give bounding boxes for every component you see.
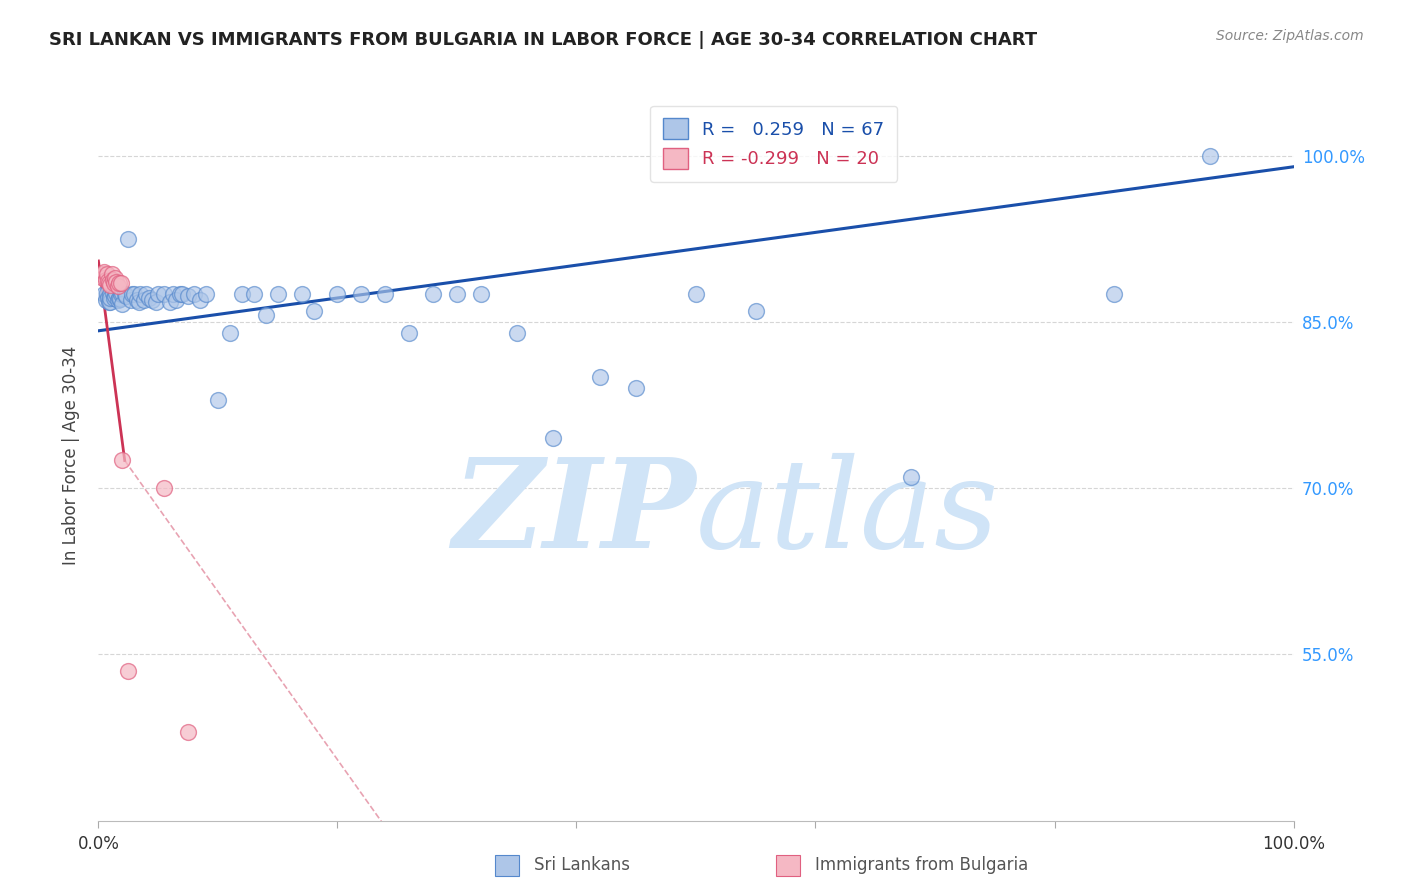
Point	[117, 664, 139, 678]
Point	[94, 273, 117, 287]
Point	[135, 287, 157, 301]
Point	[219, 326, 242, 340]
Point	[101, 273, 124, 287]
Point	[107, 276, 129, 290]
Point	[195, 287, 218, 301]
Text: Source: ZipAtlas.com: Source: ZipAtlas.com	[1216, 29, 1364, 43]
Point	[93, 287, 115, 301]
Point	[374, 287, 396, 301]
Point	[148, 287, 170, 301]
Point	[589, 370, 612, 384]
Point	[117, 232, 139, 246]
Point	[104, 270, 127, 285]
Point	[97, 291, 120, 305]
Point	[103, 291, 125, 305]
Point	[105, 275, 128, 289]
Point	[96, 267, 118, 281]
Text: Immigrants from Bulgaria: Immigrants from Bulgaria	[815, 856, 1029, 874]
Point	[243, 287, 266, 301]
Point	[128, 295, 150, 310]
Point	[470, 287, 492, 301]
Text: ZIP: ZIP	[453, 452, 696, 574]
Point	[98, 295, 121, 310]
Point	[302, 303, 325, 318]
Text: atlas: atlas	[696, 452, 1000, 574]
Point	[104, 289, 127, 303]
Point	[97, 274, 120, 288]
Point	[94, 293, 117, 307]
Point	[124, 287, 146, 301]
Point	[105, 286, 128, 301]
Point	[1104, 287, 1126, 301]
Point	[111, 286, 134, 301]
Point	[169, 287, 191, 301]
Point	[98, 291, 122, 305]
Point	[900, 470, 922, 484]
Point	[446, 287, 468, 301]
Point	[138, 291, 160, 305]
Point	[114, 287, 136, 301]
Point	[162, 287, 184, 301]
Point	[108, 292, 131, 306]
Point	[91, 267, 114, 281]
Point	[207, 392, 229, 407]
Point	[145, 295, 167, 310]
Point	[110, 287, 132, 301]
Point	[165, 293, 187, 307]
Point	[93, 265, 115, 279]
Point	[177, 725, 200, 739]
Point	[506, 326, 529, 340]
Point	[231, 287, 253, 301]
Point	[183, 287, 205, 301]
Point	[107, 279, 129, 293]
Y-axis label: In Labor Force | Age 30-34: In Labor Force | Age 30-34	[62, 345, 80, 565]
Point	[98, 278, 122, 293]
Point	[541, 431, 564, 445]
Text: SRI LANKAN VS IMMIGRANTS FROM BULGARIA IN LABOR FORCE | AGE 30-34 CORRELATION CH: SRI LANKAN VS IMMIGRANTS FROM BULGARIA I…	[49, 31, 1038, 49]
Point	[685, 287, 707, 301]
Point	[398, 326, 420, 340]
Point	[111, 453, 134, 467]
Point	[153, 287, 176, 301]
Point	[100, 267, 122, 281]
Point	[626, 381, 648, 395]
Point	[159, 295, 181, 310]
Legend: R =   0.259   N = 67, R = -0.299   N = 20: R = 0.259 N = 67, R = -0.299 N = 20	[650, 105, 897, 182]
Point	[422, 287, 444, 301]
Point	[115, 289, 138, 303]
Point	[110, 276, 132, 290]
Point	[91, 270, 114, 285]
Point	[103, 276, 125, 290]
Point	[129, 287, 152, 301]
Point	[291, 287, 314, 301]
Point	[98, 287, 122, 301]
Point	[120, 293, 142, 307]
Point	[111, 297, 134, 311]
Point	[96, 286, 118, 301]
Text: Sri Lankans: Sri Lankans	[534, 856, 630, 874]
Point	[98, 276, 121, 290]
Point	[188, 293, 211, 307]
Point	[121, 287, 143, 301]
Point	[98, 295, 122, 310]
Point	[1199, 149, 1222, 163]
Point	[153, 481, 176, 495]
Point	[267, 287, 290, 301]
Point	[141, 293, 163, 307]
Point	[177, 289, 200, 303]
Point	[172, 287, 194, 301]
Point	[107, 293, 129, 307]
Point	[107, 291, 129, 305]
Point	[101, 286, 124, 301]
Point	[132, 293, 155, 307]
Point	[350, 287, 373, 301]
Point	[326, 287, 349, 301]
Point	[125, 293, 148, 307]
Point	[745, 303, 768, 318]
Point	[254, 308, 277, 322]
